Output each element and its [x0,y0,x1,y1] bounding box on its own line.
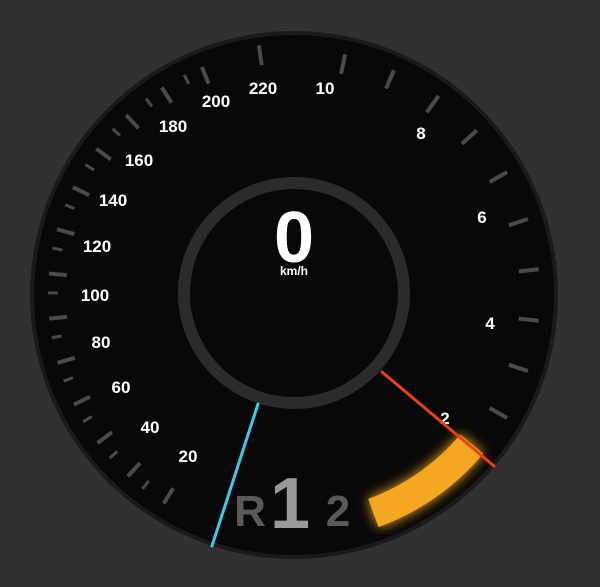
top-tick [259,45,262,65]
speed-label: 120 [83,237,111,256]
gear-current: 1 [270,464,310,544]
rpm-label: 4 [485,314,495,333]
speed-label: 200 [202,92,230,111]
gear-next: 2 [326,487,350,536]
speed-label: 60 [112,378,131,397]
speed-label: 100 [81,286,109,305]
speed-label: 20 [179,447,198,466]
speed-tick [49,317,67,319]
speed-minor-tick [52,336,62,338]
speed-tick [49,274,67,276]
speed-label: 140 [99,191,127,210]
speed-label: 40 [141,418,160,437]
speed-label: 180 [159,117,187,136]
rpm-tick [519,269,539,271]
speed-label: 80 [92,333,111,352]
gear-reverse: R [234,487,266,536]
speed-minor-tick [53,248,63,250]
rpm-tick [519,319,539,321]
rpm-label: 10 [316,79,335,98]
speed-label: 220 [249,79,277,98]
rpm-label: 8 [416,124,425,143]
speed-unit-label: km/h [280,264,308,278]
speed-label: 160 [125,151,153,170]
rpm-label: 6 [477,208,486,227]
